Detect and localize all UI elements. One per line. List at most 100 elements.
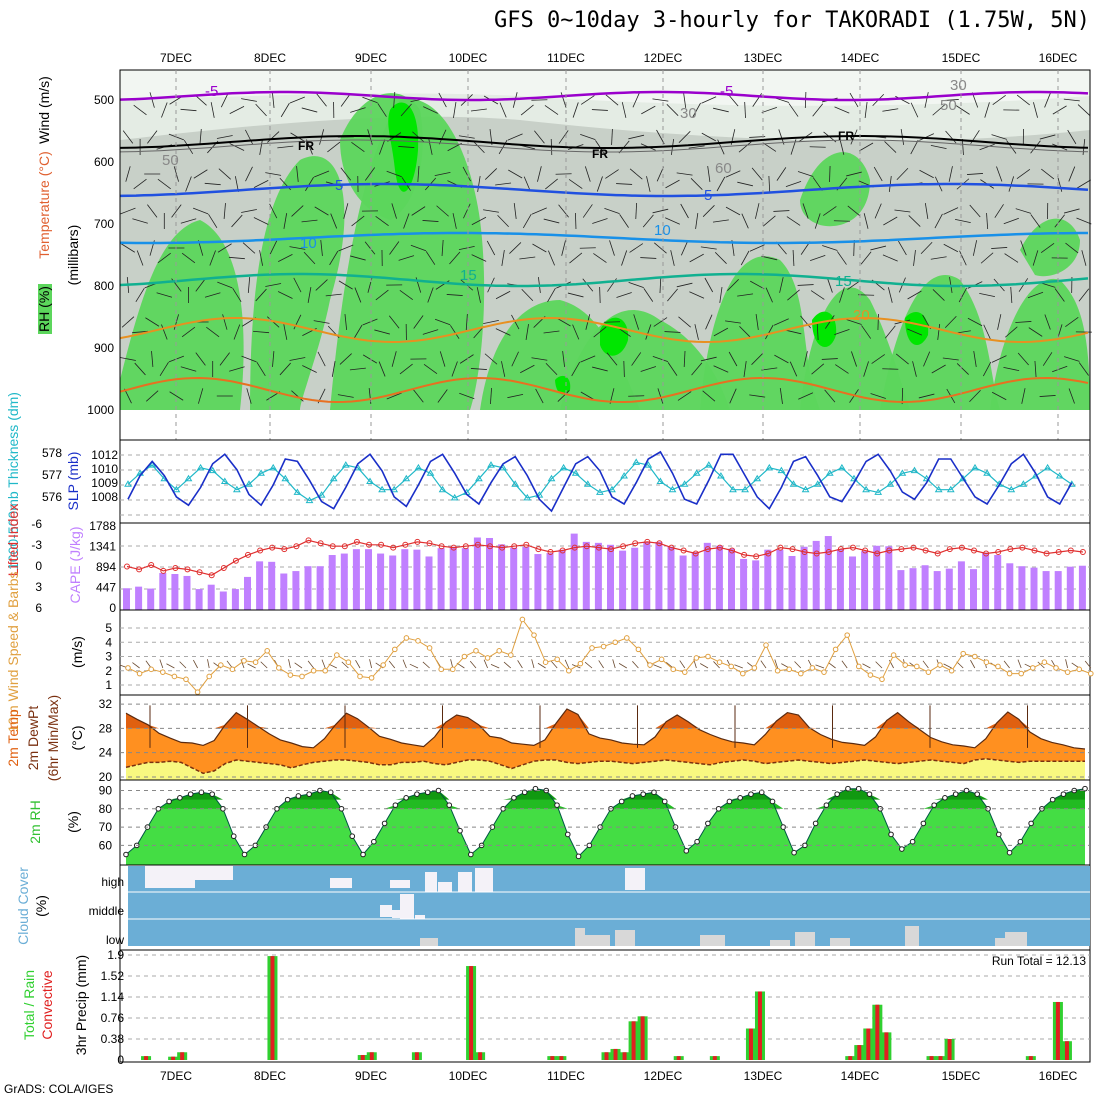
rh2m-point bbox=[899, 846, 905, 852]
wind-barb bbox=[749, 394, 766, 398]
wind-barb bbox=[1076, 217, 1092, 225]
cape-bar bbox=[655, 541, 663, 610]
cloud-unit-label: (%) bbox=[33, 895, 49, 917]
wind-barb bbox=[979, 143, 995, 151]
isotherm-minus5 bbox=[119, 90, 1089, 102]
wind-barb bbox=[883, 216, 898, 226]
wind10-speed-point bbox=[786, 666, 793, 673]
rh2m-point bbox=[845, 785, 851, 792]
cape-bar bbox=[873, 545, 881, 610]
wind-barb bbox=[253, 180, 269, 188]
date-label-top: 11DEC bbox=[547, 51, 585, 65]
wind-barb bbox=[983, 324, 991, 340]
wind-barb bbox=[1010, 286, 1013, 304]
wind10-barb bbox=[550, 660, 558, 669]
cloud-high-block bbox=[625, 868, 645, 890]
precip-tick: 0.38 bbox=[101, 1032, 125, 1046]
wind10-barb bbox=[247, 663, 256, 669]
cloud-high-block bbox=[438, 882, 452, 892]
wind-barb bbox=[640, 257, 657, 259]
cape-bar bbox=[219, 591, 227, 610]
wind-barb bbox=[181, 252, 196, 264]
lifted-index-point bbox=[124, 563, 130, 570]
rh2m-band bbox=[126, 788, 1085, 800]
lifted-index-point bbox=[1031, 547, 1038, 554]
thickness-point bbox=[632, 458, 641, 465]
cape-bar bbox=[849, 556, 856, 610]
wind-barb bbox=[737, 181, 753, 187]
cape-bar bbox=[667, 546, 675, 610]
lifted-index-point bbox=[257, 547, 264, 554]
lifted-index-point bbox=[474, 541, 481, 548]
wind-barb bbox=[247, 276, 251, 294]
thickness-point bbox=[257, 469, 265, 476]
cape-bar bbox=[461, 548, 469, 610]
wind-barb bbox=[364, 167, 376, 181]
wind-barb bbox=[560, 92, 567, 108]
wind10-speed-point bbox=[1030, 665, 1036, 671]
wind10-barb bbox=[450, 659, 454, 669]
wind-barb bbox=[812, 103, 824, 117]
wind-barb bbox=[666, 104, 679, 116]
precip-unit-label: 3hr Precip (mm) bbox=[73, 955, 89, 1055]
wind-barb bbox=[289, 96, 305, 104]
precip-bar-convective bbox=[875, 1004, 880, 1060]
precip-bar-convective bbox=[866, 1028, 871, 1060]
wind-barb bbox=[713, 365, 729, 373]
lifted-index-point bbox=[547, 549, 554, 555]
cloud-high-block bbox=[195, 866, 233, 880]
wind-barb bbox=[920, 241, 933, 255]
wind-barb bbox=[678, 131, 691, 143]
wind-barb bbox=[271, 92, 275, 108]
cloud-low-block bbox=[830, 938, 850, 946]
precip-bar-convective bbox=[414, 1052, 419, 1060]
wind-barb bbox=[451, 361, 458, 377]
cape-bar bbox=[679, 555, 687, 610]
rh2m-point bbox=[1060, 791, 1067, 797]
wind-barb bbox=[579, 247, 596, 249]
rh2m-point bbox=[371, 838, 377, 845]
wind10-speed-point bbox=[589, 645, 595, 651]
wind-barb bbox=[338, 280, 353, 290]
wind-barb bbox=[702, 205, 715, 217]
precip-bar-convective bbox=[929, 1056, 934, 1060]
wind10-speed-point bbox=[809, 665, 816, 671]
wind10-speed-point bbox=[682, 669, 688, 675]
wind10-barb bbox=[179, 661, 187, 669]
cape-bar bbox=[619, 550, 627, 610]
rh2m-point bbox=[920, 820, 927, 827]
wind-barb bbox=[161, 324, 168, 340]
wind10-barb bbox=[469, 660, 477, 669]
precip-bar-convective bbox=[270, 956, 275, 1060]
wind-barb bbox=[438, 129, 447, 145]
wind-barb bbox=[120, 207, 136, 215]
precip-frame bbox=[119, 949, 1091, 1063]
wind-barb bbox=[701, 96, 717, 104]
wind10-speed-point bbox=[1053, 665, 1059, 671]
wind-barb bbox=[1078, 288, 1090, 302]
wind-barb bbox=[824, 389, 836, 403]
wind-barb bbox=[874, 203, 882, 219]
wind-barb bbox=[210, 102, 215, 118]
wind-barb bbox=[291, 205, 304, 217]
lifted-index-point bbox=[535, 546, 542, 553]
wind10-speed-point bbox=[635, 646, 642, 653]
rh2m-axis-label: 2m RH bbox=[27, 800, 43, 844]
cape-bar bbox=[631, 547, 639, 610]
lifted-index-point bbox=[850, 544, 856, 551]
wind-barb bbox=[811, 363, 825, 375]
wind-barb bbox=[1081, 250, 1087, 266]
rh2m-tick: 90 bbox=[99, 783, 113, 797]
wind-barb bbox=[147, 204, 158, 218]
wind-barb bbox=[778, 129, 785, 145]
thickness-point bbox=[886, 480, 895, 487]
thickness-point bbox=[269, 463, 278, 471]
rh2m-point bbox=[575, 853, 582, 860]
thickness-point bbox=[971, 463, 979, 471]
wind-barb bbox=[386, 170, 402, 178]
wind-barb bbox=[725, 206, 741, 216]
lifted-index-point bbox=[329, 543, 336, 550]
temp2m-tick: 28 bbox=[99, 721, 113, 735]
wind-barb bbox=[604, 208, 620, 214]
